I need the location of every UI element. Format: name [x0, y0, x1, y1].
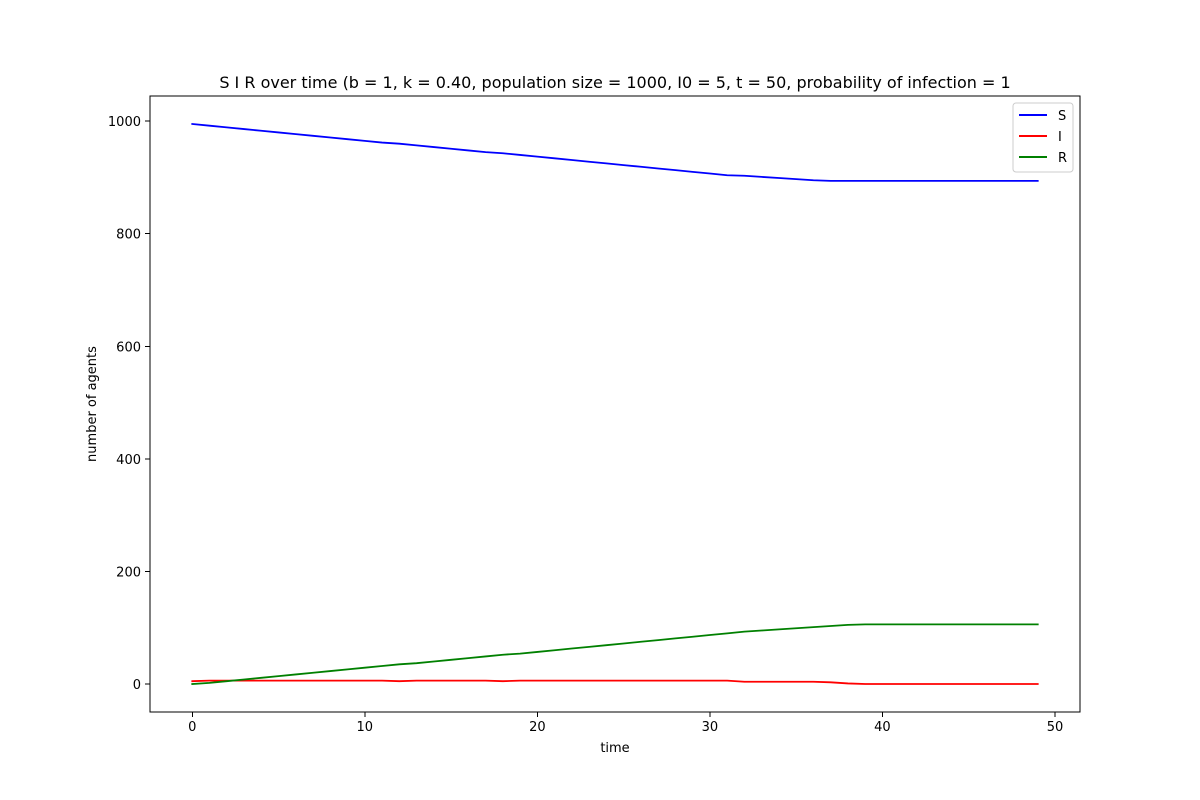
- x-tick-label: 10: [357, 720, 374, 735]
- chart-title: S I R over time (b = 1, k = 0.40, popula…: [219, 73, 1010, 92]
- y-tick-label: 200: [116, 565, 141, 580]
- y-tick-label: 800: [116, 228, 141, 243]
- legend-label-i: I: [1058, 130, 1062, 145]
- x-axis-label: time: [600, 741, 629, 756]
- series-line-s: [191, 123, 1039, 182]
- legend-box: [1012, 102, 1074, 173]
- y-axis-label: number of agents: [85, 346, 100, 462]
- y-tick-label: 0: [133, 678, 141, 693]
- x-tick-label: 20: [529, 720, 546, 735]
- y-tick-label: 600: [116, 340, 141, 355]
- y-tick-label: 400: [116, 453, 141, 468]
- series-line-r: [191, 623, 1039, 685]
- legend: SIR: [1012, 102, 1074, 173]
- axis-ticks: 0 10 20 30 40 50 0 200 400 600 800 1000: [108, 115, 1063, 735]
- legend-label-r: R: [1058, 151, 1067, 166]
- x-tick-label: 0: [188, 720, 196, 735]
- y-tick-label: 1000: [108, 115, 141, 130]
- legend-label-s: S: [1058, 109, 1066, 124]
- x-tick-label: 40: [874, 720, 891, 735]
- plot-frame: [149, 95, 1081, 713]
- x-tick-label: 50: [1047, 720, 1064, 735]
- plot-area: [191, 123, 1039, 685]
- series-line-i: [191, 679, 1039, 685]
- x-tick-label: 30: [702, 720, 719, 735]
